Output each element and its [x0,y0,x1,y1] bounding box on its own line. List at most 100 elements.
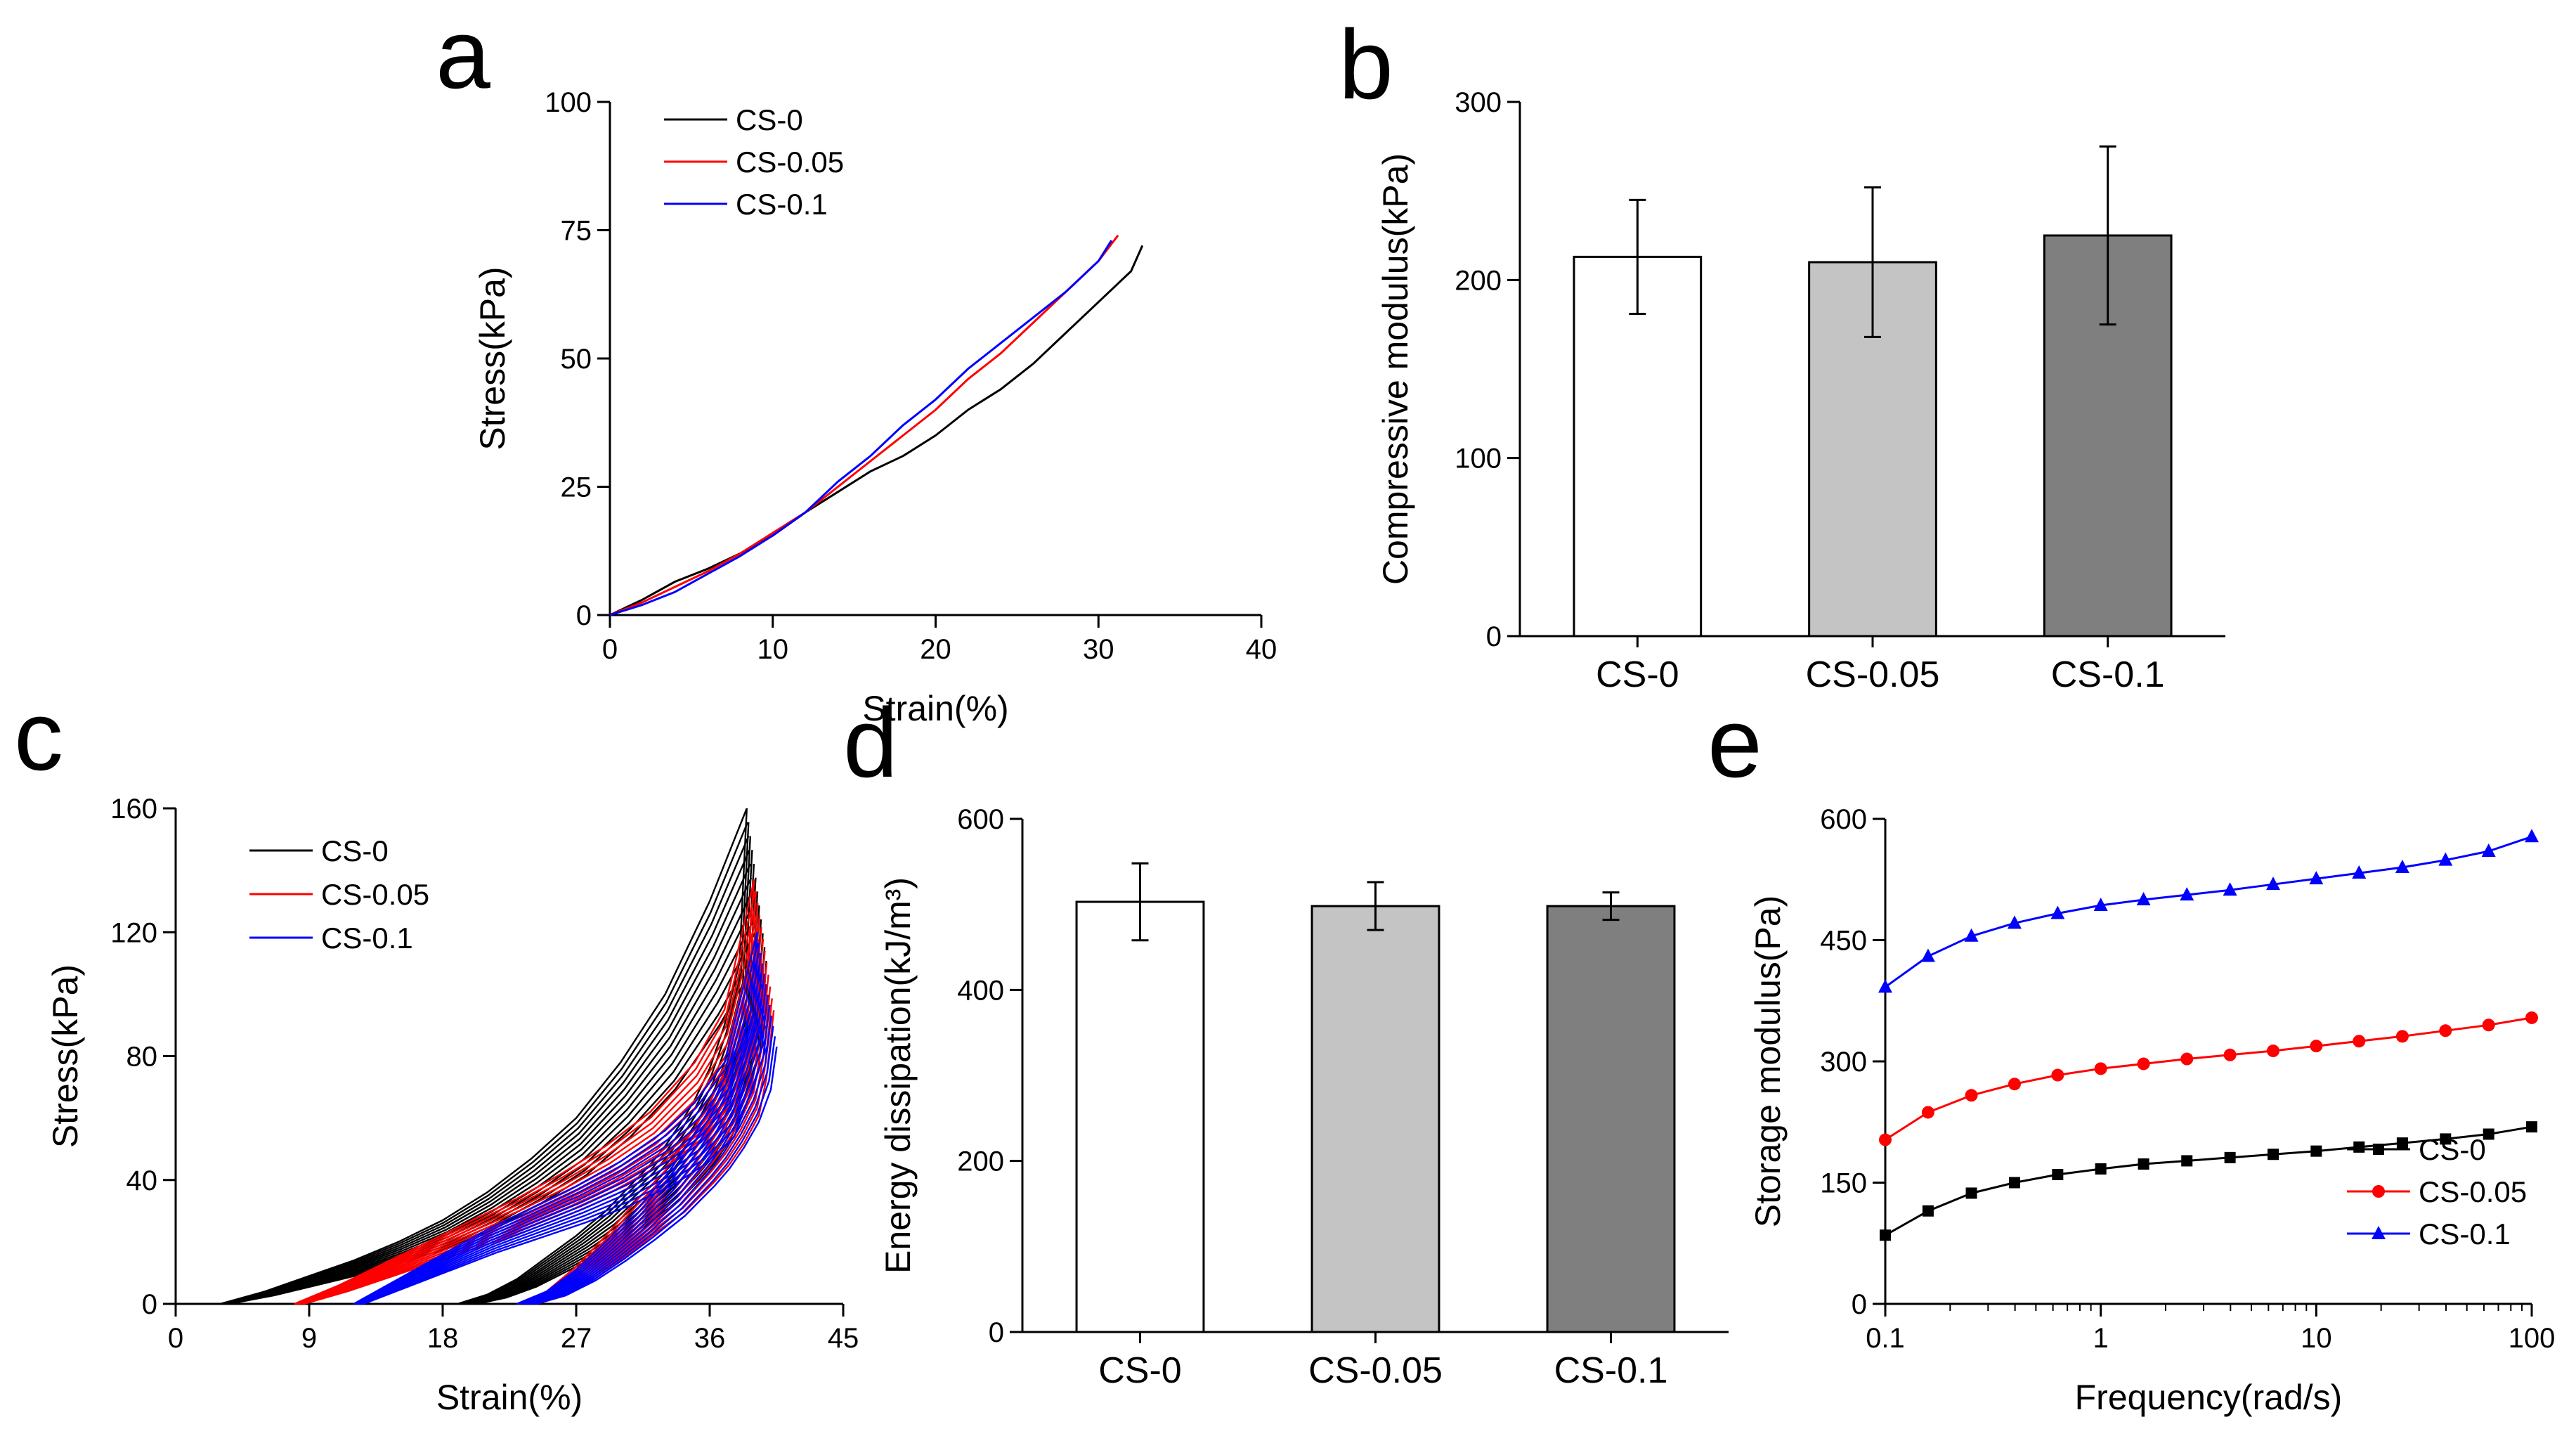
panel-d-y-axis-title: Energy dissipation(kJ/m³) [878,877,918,1274]
panel-e-data-point-CS-0 [1965,1187,1977,1199]
panel-e-data-point-CS-0.1 [2136,892,2151,905]
panel-c-unloading-curve-CS-0.1 [527,994,769,1305]
panel-e-data-point-CS-0.05 [2008,1078,2021,1091]
panel-c-ytick-label: 80 [126,1042,158,1073]
panel-d-bar-CS-0.1 [1546,905,1676,1333]
panel-a-series-line-CS-0.1 [609,240,1113,616]
panel-c-panel-label: c [14,680,63,791]
panel-e-legend-label: CS-0.1 [2419,1217,2511,1250]
panel-e-data-point-CS-0 [2353,1141,2365,1153]
panel-b-ytick-label: 200 [1455,265,1502,296]
panel-e-data-point-CS-0 [1880,1229,1891,1241]
panel-e-ytick-label: 300 [1820,1047,1867,1078]
panel-a-ytick-label: 0 [576,600,592,631]
panel-e-ytick-label: 450 [1820,926,1867,957]
panel-c-unloading-curve-CS-0.1 [528,1004,771,1305]
panel-c-unloading-curve-CS-0.1 [520,952,762,1305]
panel-c-x-axis-title: Strain(%) [436,1378,583,1417]
panel-e-data-point-CS-0 [2268,1149,2279,1160]
panel-d-ytick-label: 400 [957,975,1004,1006]
panel-c-legend-label: CS-0 [321,834,389,867]
panel-b-y-axis-title: Compressive modulus(kPa) [1376,153,1415,585]
panel-a-xtick-label: 20 [920,634,951,665]
panel-e-legend-marker [2372,1226,2386,1239]
panel-d-ytick-label: 600 [957,804,1004,835]
panel-e-legend-label: CS-0.05 [2419,1175,2527,1208]
panel-c-unloading-curve-CS-0.1 [534,1036,776,1305]
panel-c-loading-curve-CS-0.1 [356,974,762,1305]
panel-c-loading-curve-CS-0 [223,863,751,1305]
panel-c-loading-curve-CS-0.1 [362,1035,767,1305]
panel-c-loading-curve-CS-0.1 [360,1015,765,1305]
panel-c-loading-curve-CS-0.1 [361,1026,767,1305]
panel-e-data-point-CS-0.05 [2180,1052,2194,1066]
panel-a-ytick-label: 50 [561,344,592,375]
panel-e-data-point-CS-0.05 [2223,1048,2237,1061]
panel-e-data-point-CS-0.1 [2395,860,2409,873]
panel-e-data-point-CS-0.1 [1920,948,1935,962]
panel-b-category-label: CS-0 [1596,654,1679,695]
panel-e-ytick-label: 600 [1820,804,1867,835]
panel-e-x-axis-title: Frequency(rad/s) [2075,1378,2343,1417]
panel-c-loading-curve-CS-0.05 [297,914,758,1305]
panel-e-data-point-CS-0 [2181,1155,2193,1167]
panel-a-y-axis-title: Stress(kPa) [473,266,512,450]
panel-c-loading-curve-CS-0 [221,822,749,1305]
panel-b-compressive-modulus-chart: 0 100 200 300 Compressive modulus(kPa) b CS-0 C… [1339,9,2225,695]
panel-e-y-axis-title: Storage modulus(Pa) [1748,895,1788,1227]
panel-c-loading-curve-CS-0.1 [356,963,761,1305]
panel-e-panel-label: e [1707,687,1762,798]
panel-c-ytick-label: 0 [142,1289,157,1320]
panel-e-series-line-CS-0.05 [1885,1016,2532,1141]
panel-c-ytick-label: 120 [110,917,157,948]
panel-a-xtick-label: 0 [602,634,618,665]
panel-c-unloading-curve-CS-0.1 [518,942,760,1305]
panel-b-ytick-label: 100 [1455,444,1502,474]
panel-d-category-label: CS-0 [1098,1350,1181,1391]
panel-e-data-point-CS-0 [2483,1128,2494,1140]
panel-e-data-point-CS-0 [1922,1205,1934,1217]
panel-e-data-point-CS-0 [2095,1163,2107,1175]
panel-e-data-point-CS-0.05 [2439,1024,2452,1037]
panel-e-legend-marker [2373,1144,2384,1155]
panel-c-loading-curve-CS-0 [222,849,750,1305]
panel-e-data-point-CS-0.05 [2094,1062,2107,1075]
panel-c-loading-curve-CS-0.1 [363,1046,768,1305]
panel-a-xtick-label: 40 [1246,634,1277,665]
panel-c-loading-curve-CS-0 [226,905,754,1305]
panel-c-y-axis-title: Stress(kPa) [46,964,85,1148]
panel-e-data-point-CS-0 [2052,1169,2064,1180]
panel-c-ytick-label: 40 [126,1165,158,1196]
panel-e-xtick-label: 1 [2093,1323,2109,1354]
panel-d-ytick-label: 0 [989,1317,1004,1348]
panel-d-category-label: CS-0.1 [1554,1350,1668,1391]
panel-e-series-line-CS-0.1 [1885,835,2532,988]
panel-c-xtick-label: 27 [561,1323,592,1354]
panel-c-unloading-curve-CS-0.1 [533,1026,774,1305]
panel-a-ytick-label: 75 [561,216,592,247]
panel-c-loading-curve-CS-0 [219,808,748,1305]
panel-a-ytick-label: 100 [545,87,592,118]
panel-e-data-point-CS-0.1 [2180,887,2194,901]
panel-e-storage-modulus-chart: 0 150 300 450 600 0.1 1 10 100 Storage modulus(Pa… [1707,687,2555,1417]
panel-e-data-point-CS-0.1 [2352,865,2367,879]
panel-e-data-point-CS-0.05 [1921,1106,1934,1119]
panel-c-loading-curve-CS-0.05 [297,926,759,1305]
panel-c-loading-curve-CS-0.1 [353,932,758,1305]
panel-c-loading-curve-CS-0.05 [298,938,760,1305]
panel-e-data-point-CS-0.05 [2267,1045,2280,1058]
panel-e-data-point-CS-0 [2310,1145,2322,1157]
panel-b-bar-CS-0 [1573,255,1703,638]
panel-e-legend-label: CS-0 [2419,1133,2486,1166]
panel-b-category-label: CS-0.05 [1806,654,1940,695]
panel-e-ytick-label: 0 [1852,1289,1867,1320]
panel-e-data-point-CS-0 [2396,1137,2408,1149]
panel-c-loading-curve-CS-0.1 [358,983,763,1305]
panel-e-data-point-CS-0 [2440,1133,2452,1145]
panel-a-x-axis-title: Strain(%) [862,689,1008,728]
panel-c-loading-curve-CS-0.1 [354,942,759,1305]
panel-a-xtick-label: 30 [1083,634,1114,665]
panel-c-loading-curve-CS-0 [227,919,755,1305]
panel-c-xtick-label: 0 [168,1323,183,1354]
panel-e-data-point-CS-0.05 [2395,1030,2409,1043]
